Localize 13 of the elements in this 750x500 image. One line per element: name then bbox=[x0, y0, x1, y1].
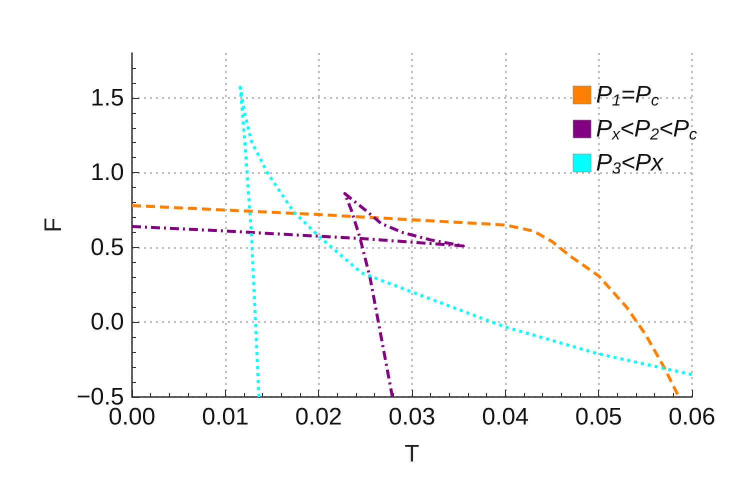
y-tick-label: 1.0 bbox=[90, 159, 124, 186]
line-series bbox=[130, 192, 465, 398]
x-tick-label: 0.05 bbox=[575, 404, 622, 430]
x-tick-label: 0.06 bbox=[668, 404, 716, 430]
y-axis-title: F bbox=[40, 218, 68, 232]
x-tick-label: 0.02 bbox=[295, 404, 342, 430]
y-tick-label: 0.0 bbox=[90, 308, 124, 336]
x-tick-label: 0.04 bbox=[482, 404, 529, 430]
x-axis-title: T bbox=[404, 440, 420, 468]
x-tick-label: 0.03 bbox=[388, 404, 436, 430]
x-tick-label: 0.01 bbox=[202, 404, 249, 430]
y-tick-label: 0.5 bbox=[90, 234, 124, 261]
y-tick-label: 1.5 bbox=[90, 84, 124, 112]
